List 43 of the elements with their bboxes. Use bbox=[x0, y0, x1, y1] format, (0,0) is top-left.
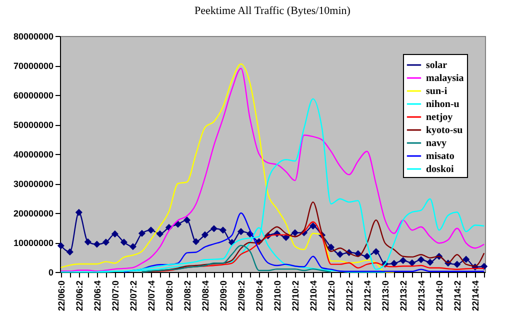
legend-label: malaysia bbox=[426, 73, 464, 84]
x-tick-label: 22/13:0 bbox=[380, 280, 391, 312]
x-tick-label: 22/12:0 bbox=[326, 280, 337, 312]
y-tick-label: 0 bbox=[48, 268, 54, 278]
x-tick-label: 22/09:0 bbox=[218, 280, 228, 312]
x-tick-label: 22/08:0 bbox=[164, 280, 174, 312]
y-tick-label: 60000000 bbox=[13, 90, 54, 100]
x-tick-label: 22/10:2 bbox=[290, 280, 301, 312]
x-tick-label: 22/08:2 bbox=[182, 280, 192, 312]
y-tick-label: 30000000 bbox=[13, 179, 54, 189]
x-tick-label: 22/10:0 bbox=[272, 280, 282, 312]
legend-label: misato bbox=[426, 151, 454, 162]
y-tick-label: 40000000 bbox=[13, 150, 54, 160]
x-tick-label: 22/13:4 bbox=[416, 280, 427, 312]
legend-label: sun-i bbox=[426, 86, 448, 97]
x-tick-label: 22/09:4 bbox=[254, 280, 264, 312]
chart-title: Peektime All Traffic (Bytes/10min) bbox=[194, 5, 351, 17]
x-tick-label: 22/07:2 bbox=[128, 280, 138, 312]
x-tick-label: 22/06:4 bbox=[92, 280, 102, 312]
y-tick-label: 10000000 bbox=[13, 238, 54, 248]
x-tick-label: 22/14:4 bbox=[470, 280, 481, 312]
x-tick-label: 22/08:4 bbox=[200, 280, 210, 312]
y-tick-label: 80000000 bbox=[13, 32, 54, 42]
x-tick-label: 22/07:4 bbox=[146, 280, 156, 312]
x-tick-label: 22/13:2 bbox=[398, 280, 409, 312]
legend-label: kyoto-su bbox=[426, 125, 464, 136]
x-tick-label: 22/09:2 bbox=[236, 280, 246, 312]
legend-label: netjoy bbox=[426, 112, 453, 123]
y-tick-label: 20000000 bbox=[13, 208, 54, 218]
x-tick-label: 22/14:0 bbox=[434, 280, 445, 312]
legend-label: solar bbox=[426, 60, 448, 71]
legend-label: nihon-u bbox=[426, 99, 460, 110]
x-tick-label: 22/14:2 bbox=[452, 280, 463, 312]
y-tick-label: 50000000 bbox=[13, 120, 54, 130]
x-tick-label: 22/12:4 bbox=[362, 280, 373, 312]
x-tick-label: 22/12:2 bbox=[344, 280, 355, 312]
x-tick-label: 22/06:0 bbox=[56, 280, 66, 312]
x-tick-label: 22/06:2 bbox=[74, 280, 84, 312]
x-tick-label: 22/10:4 bbox=[308, 280, 319, 312]
legend-label: navy bbox=[426, 138, 447, 149]
legend-label: doskoi bbox=[426, 164, 454, 175]
y-tick-label: 70000000 bbox=[13, 61, 54, 71]
x-tick-label: 22/07:0 bbox=[110, 280, 120, 312]
